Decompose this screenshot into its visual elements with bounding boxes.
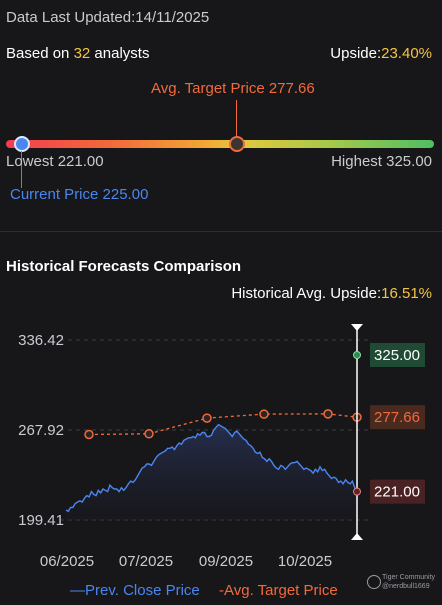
avg-target-label: Avg. Target Price 277.66 <box>151 80 315 97</box>
hist-upside-value: 16.51% <box>381 285 432 302</box>
end-tag-avg-box <box>370 405 425 430</box>
highest-price-label: Highest 325.00 <box>331 153 432 170</box>
x-tick-label: 06/2025 <box>40 553 94 570</box>
section-divider <box>0 231 442 232</box>
data-last-updated: Data Last Updated:14/11/2025 <box>6 9 209 26</box>
chart-scrubber[interactable] <box>351 324 363 540</box>
highest-point <box>353 351 361 360</box>
price-range-bar <box>6 140 434 148</box>
watermark-line1: Tiger Community <box>382 574 436 581</box>
avg-target-point <box>84 429 94 440</box>
current-price-marker <box>14 136 30 152</box>
y-tick-label: 267.92 <box>18 422 64 439</box>
based-prefix: Based on <box>6 45 74 62</box>
avg-target-connector <box>236 100 237 138</box>
avg-target-line <box>88 413 358 436</box>
x-axis-ticks: 06/2025 07/2025 09/2025 10/2025 <box>40 553 332 570</box>
watermark-line2: @nerdbull1669 <box>382 583 430 590</box>
analysts-count: 32 <box>73 45 91 62</box>
legend-dash-icon: - <box>219 582 224 599</box>
lowest-price-label: Lowest 221.00 <box>6 153 104 170</box>
updated-label: Data Last Updated: <box>6 9 136 26</box>
end-tag-lowest-box <box>370 479 425 504</box>
end-tag-highest-box <box>370 343 425 368</box>
upside-value: 23.40% <box>381 45 432 62</box>
y-tick-label: 199.41 <box>18 512 64 529</box>
y-tick-label: 336.42 <box>18 332 64 349</box>
legend-avg-target-label: Avg. Target Price <box>224 582 338 599</box>
end-tag-avg: 277.66 <box>374 409 420 426</box>
upside-indicator: Upside:23.40% <box>330 45 432 62</box>
avg-target-point <box>144 429 154 439</box>
lowest-point <box>353 487 361 496</box>
price-area <box>66 424 357 520</box>
avg-target-point <box>259 409 269 419</box>
legend-avg-target[interactable]: -Avg. Target Price <box>219 582 338 599</box>
avg-target-points <box>84 409 362 440</box>
y-axis-ticks: 336.42 267.92 199.41 <box>18 332 64 529</box>
current-price-label: Current Price 225.00 <box>10 186 149 203</box>
updated-value: 14/11/2025 <box>135 9 210 26</box>
x-tick-label: 09/2025 <box>199 553 253 570</box>
avg-target-point <box>202 413 212 423</box>
end-value-tags: 325.00 277.66 221.00 <box>370 343 425 504</box>
legend-prev-close-label: Prev. Close Price <box>85 582 200 599</box>
end-tag-highest: 325.00 <box>374 347 420 364</box>
watermark: Tiger Community @nerdbull1669 <box>368 573 435 591</box>
based-suffix: analysts <box>90 45 150 62</box>
x-tick-label: 10/2025 <box>278 553 332 570</box>
tiger-logo-icon <box>367 575 381 589</box>
legend-prev-close[interactable]: —Prev. Close Price <box>70 582 200 599</box>
avg-target-point <box>323 409 333 419</box>
upside-label: Upside: <box>330 45 382 62</box>
scrubber-top-handle-icon <box>351 324 363 331</box>
scrubber-bottom-handle-icon <box>351 533 363 540</box>
end-tag-lowest: 221.00 <box>374 484 420 501</box>
hist-upside-label: Historical Avg. Upside: <box>231 285 382 302</box>
current-price-connector <box>21 151 22 188</box>
section-title: Historical Forecasts Comparison <box>6 258 242 275</box>
avg-target-marker <box>229 136 245 152</box>
x-tick-label: 07/2025 <box>119 553 173 570</box>
legend-line-icon: — <box>70 582 85 599</box>
analyst-count-text: Based on 32 analysts <box>6 45 149 62</box>
historical-upside: Historical Avg. Upside:16.51% <box>231 285 432 302</box>
prev-close-line <box>65 423 358 513</box>
